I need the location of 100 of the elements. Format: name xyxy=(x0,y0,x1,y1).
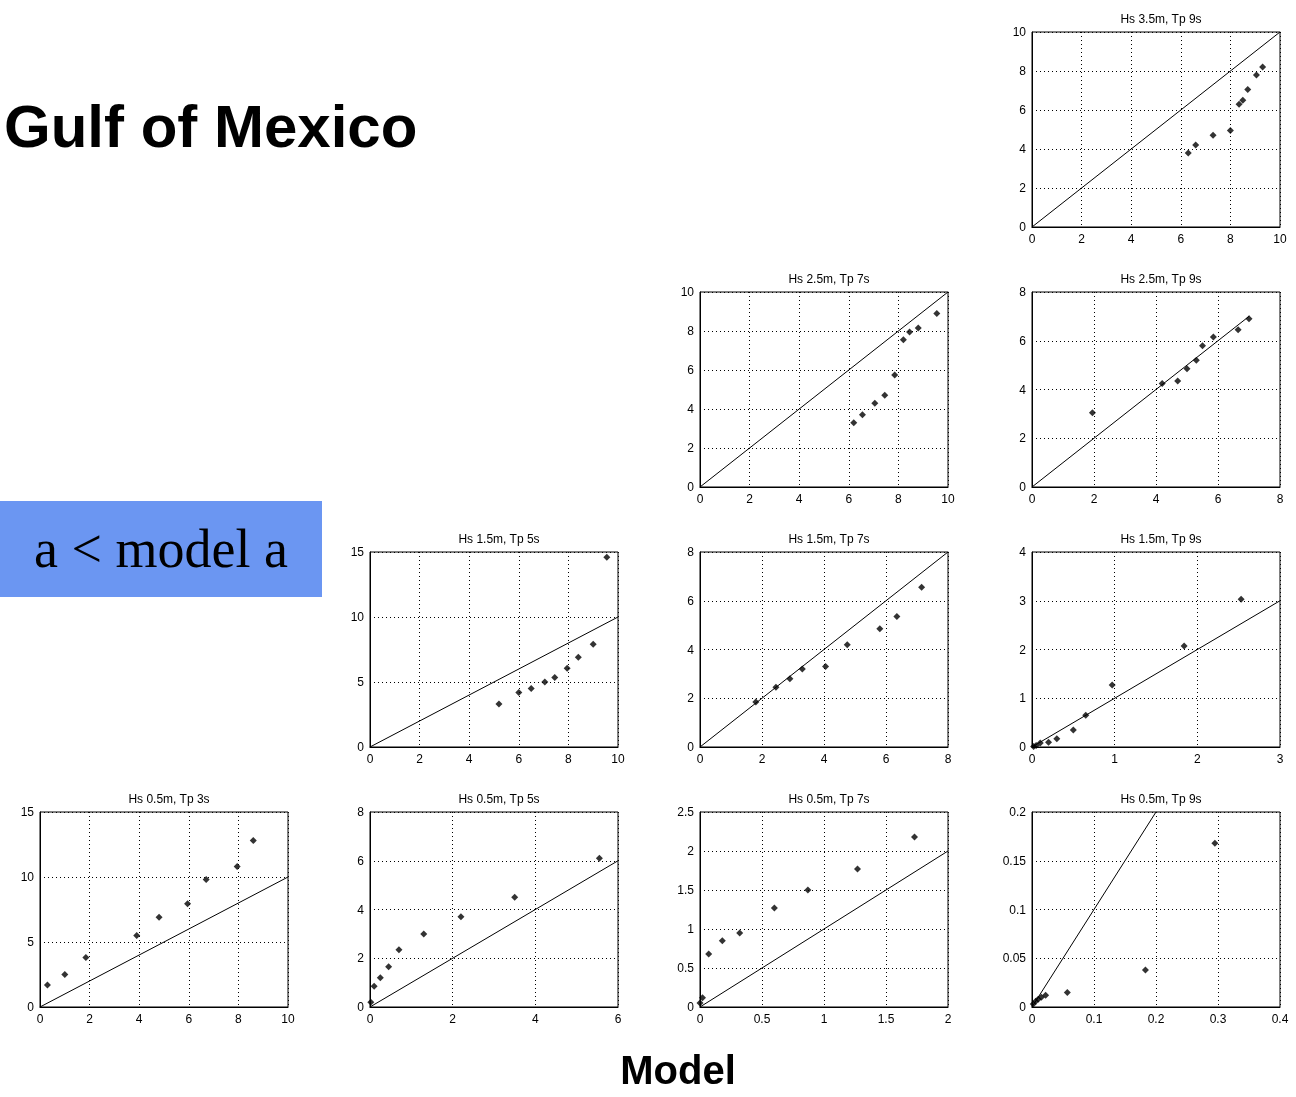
point xyxy=(1226,126,1234,134)
point xyxy=(843,641,851,649)
point xyxy=(370,982,378,990)
x-tick-label: 2 xyxy=(1090,492,1098,506)
x-tick-label: 4 xyxy=(820,752,828,766)
point xyxy=(696,999,704,1007)
y-tick-label: 0.5 xyxy=(677,961,695,975)
y-tick-label: 15 xyxy=(20,805,35,819)
point xyxy=(1259,63,1267,71)
y-tick-label: 1.5 xyxy=(677,883,695,897)
x-tick-label: 8 xyxy=(944,752,952,766)
y-tick-label: 0 xyxy=(1019,480,1027,494)
point xyxy=(1234,326,1242,334)
x-tick-label: 8 xyxy=(1276,492,1284,506)
y-tick-label: 15 xyxy=(350,545,365,559)
y-tick-label: 0 xyxy=(687,740,695,754)
point xyxy=(1042,991,1050,999)
point xyxy=(899,336,907,344)
x-tick-label: 1 xyxy=(1111,752,1119,766)
point xyxy=(61,971,69,978)
x-tick-label: 10 xyxy=(611,752,625,766)
point xyxy=(376,974,384,982)
x-tick-label: 2 xyxy=(758,752,766,766)
y-tick-label: 4 xyxy=(357,902,365,917)
x-tick-label: 2 xyxy=(944,1012,952,1026)
y-tick-label: 6 xyxy=(1019,103,1027,117)
point xyxy=(1252,71,1260,79)
x-tick-label: 2 xyxy=(1193,752,1201,766)
y-tick-label: 5 xyxy=(27,935,35,949)
point xyxy=(876,625,884,633)
y-tick-label: 0.1 xyxy=(1009,902,1027,917)
point xyxy=(1237,595,1245,603)
x-tick-label: 6 xyxy=(515,752,523,766)
x-tick-label: 2 xyxy=(746,492,754,506)
y-tick-label: 0 xyxy=(687,480,695,494)
point xyxy=(1244,86,1252,94)
x-tick-label: 0 xyxy=(1028,492,1036,506)
x-tick-label: 2 xyxy=(86,1012,94,1026)
point xyxy=(918,583,926,591)
y-tick-label: 0.05 xyxy=(1002,951,1027,966)
x-tick-label: 0 xyxy=(696,492,704,506)
point xyxy=(603,553,611,561)
x-tick-label: 4 xyxy=(1127,232,1135,246)
x-tick-label: 0 xyxy=(36,1012,44,1026)
y-tick-label: 8 xyxy=(687,545,695,559)
point xyxy=(770,904,778,912)
x-tick-label: 10 xyxy=(281,1012,295,1026)
y-tick-label: 4 xyxy=(1019,382,1027,397)
point xyxy=(515,688,523,696)
point xyxy=(1192,141,1200,149)
y-tick-label: 2 xyxy=(687,844,695,858)
y-tick-label: 5 xyxy=(357,675,365,689)
x-tick-label: 6 xyxy=(1177,232,1185,246)
y-tick-label: 10 xyxy=(1012,25,1027,39)
point xyxy=(1069,726,1077,734)
y-tick-label: 0 xyxy=(1019,1000,1027,1014)
point xyxy=(495,700,503,708)
x-tick-label: 1 xyxy=(820,1012,828,1026)
point xyxy=(202,876,210,884)
point xyxy=(822,663,830,671)
y-tick-label: 0 xyxy=(1019,220,1027,234)
point xyxy=(933,309,941,317)
point xyxy=(858,411,866,419)
x-tick-label: 1.5 xyxy=(877,1012,895,1026)
point xyxy=(698,994,706,1002)
chart-title: Hs 2.5m, Tp 7s xyxy=(788,272,870,286)
point xyxy=(1088,409,1096,417)
y-tick-label: 4 xyxy=(687,402,695,416)
y-tick-label: 10 xyxy=(350,610,365,624)
x-tick-label: 0 xyxy=(366,752,374,766)
y-tick-label: 0 xyxy=(27,1000,35,1014)
point xyxy=(574,653,582,661)
point xyxy=(1184,149,1192,157)
x-tick-label: 4 xyxy=(1152,492,1160,506)
text: Gulf of Mexico xyxy=(4,92,418,161)
y-tick-label: 1 xyxy=(687,922,695,936)
point xyxy=(1199,342,1206,350)
point xyxy=(595,854,603,862)
y-tick-label: 1 xyxy=(1019,691,1027,706)
point xyxy=(1053,735,1061,743)
point xyxy=(233,863,241,871)
point xyxy=(718,937,726,945)
point xyxy=(1180,642,1188,650)
y-tick-label: 0 xyxy=(357,1000,365,1014)
y-tick-label: 3 xyxy=(1019,593,1027,608)
y-tick-label: 6 xyxy=(1019,333,1027,348)
chart-title: Hs 1.5m, Tp 5s xyxy=(458,532,540,546)
point xyxy=(563,664,571,672)
point xyxy=(43,981,51,989)
y-tick-label: 10 xyxy=(680,285,695,299)
x-tick-label: 6 xyxy=(845,492,853,506)
x-tick-label: 0 xyxy=(1028,752,1036,766)
x-tick-label: 2 xyxy=(449,1012,457,1026)
point xyxy=(1209,131,1217,139)
chart-title: Hs 0.5m, Tp 9s xyxy=(1120,792,1202,806)
point xyxy=(457,913,465,921)
y-tick-label: 0.15 xyxy=(1002,853,1027,868)
chart-title: Hs 3.5m, Tp 9s xyxy=(1120,12,1202,26)
y-tick-label: 8 xyxy=(357,805,365,819)
point xyxy=(914,324,922,332)
